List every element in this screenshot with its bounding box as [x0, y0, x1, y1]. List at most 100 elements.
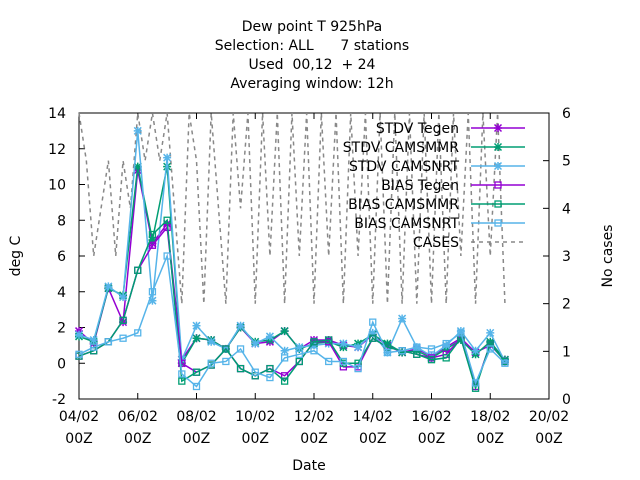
legend: STDV Tegen STDV CAMSMMR STDV CAMSNRT BIAS T…: [343, 121, 525, 251]
x-tick-label-date: 10/02: [235, 409, 275, 425]
x-tick-label-date: 18/02: [470, 409, 510, 425]
y-tick-label: 8: [57, 213, 66, 229]
data-point: [222, 357, 230, 366]
legend-marker: [494, 200, 502, 208]
data-point: [89, 335, 98, 345]
data-point: [104, 282, 113, 291]
x-tick-label-hour: 00Z: [242, 431, 269, 447]
data-point: [148, 230, 157, 239]
legend-label: BIAS CAMSNRT: [354, 216, 459, 232]
data-point: [104, 338, 113, 346]
data-point: [295, 357, 303, 366]
data-point: [251, 368, 259, 376]
y-tick-label: 4: [57, 285, 66, 301]
legend-marker: [494, 181, 502, 189]
x-tick-label-date: 14/02: [353, 409, 393, 425]
data-point: [442, 354, 450, 362]
title-line: Used 00,12 + 24: [249, 57, 376, 73]
data-point: [427, 356, 436, 364]
x-axis-label: Date: [292, 458, 325, 474]
cases-line: [78, 112, 506, 304]
data-point: [236, 364, 245, 373]
y-tick-label: 0: [57, 356, 66, 372]
data-series: [74, 126, 509, 392]
data-point: [295, 343, 304, 352]
legend-label: STDV CAMSMMR: [343, 140, 459, 156]
x-tick-label-hour: 00Z: [535, 431, 562, 447]
legend-marker: [493, 123, 503, 133]
data-point: [486, 328, 495, 337]
y2-tick-label: 4: [562, 201, 571, 217]
y-tick-label: 6: [57, 249, 66, 265]
data-point: [192, 334, 201, 343]
data-point: [280, 327, 289, 336]
data-point: [280, 377, 289, 385]
data-point: [148, 288, 157, 296]
y-tick-label: 10: [48, 178, 66, 194]
x-tick-label-hour: 00Z: [418, 431, 445, 447]
series-line: [78, 253, 506, 388]
y2-tick-label: 5: [562, 154, 571, 170]
y-tick-label: 14: [48, 106, 66, 122]
x-tick-label-date: 08/02: [176, 409, 216, 425]
data-point: [192, 321, 201, 330]
data-point: [134, 329, 142, 337]
x-tick-label-hour: 00Z: [300, 431, 327, 447]
data-point: [222, 345, 230, 353]
data-point: [369, 334, 377, 342]
x-tick-label-date: 06/02: [118, 409, 158, 425]
y-tick-label: 2: [57, 321, 66, 337]
data-point: [383, 348, 392, 357]
chart-title: Dew point T 925hPa Selection: ALL 7 stati…: [215, 19, 409, 92]
data-point: [339, 357, 348, 366]
data-point: [310, 347, 318, 355]
x-tick-label-hour: 00Z: [183, 431, 210, 447]
x-tick-label-hour: 00Z: [65, 431, 92, 447]
data-point: [207, 359, 215, 367]
data-point: [339, 339, 348, 348]
data-point: [163, 216, 171, 224]
data-point: [119, 334, 127, 342]
legend-marker: [494, 219, 502, 227]
y2-axis-label: No cases: [600, 225, 616, 288]
data-point: [163, 153, 172, 162]
data-point: [413, 343, 421, 351]
data-point: [457, 329, 465, 337]
data-point: [236, 345, 245, 353]
data-point: [207, 337, 216, 346]
data-point: [192, 382, 201, 391]
axis-ticks: -202468101214012345604/0200Z06/0200Z08/0…: [48, 106, 571, 447]
data-point: [148, 241, 157, 249]
data-point: [178, 370, 186, 378]
data-point: [280, 346, 289, 355]
legend-label: CASES: [413, 235, 459, 251]
x-tick-label-date: 04/02: [59, 409, 99, 425]
legend-label: BIAS CAMSMMR: [348, 197, 459, 213]
data-point: [178, 359, 186, 367]
legend-label: BIAS Tegen: [381, 178, 459, 194]
data-point: [119, 293, 128, 302]
data-point: [236, 321, 245, 330]
data-point: [325, 336, 333, 344]
y2-tick-label: 0: [562, 392, 571, 408]
x-tick-label-hour: 00Z: [477, 431, 504, 447]
data-point: [119, 316, 127, 325]
data-point: [398, 347, 406, 355]
data-point: [90, 343, 98, 351]
x-tick-label-date: 16/02: [411, 409, 451, 425]
data-point: [442, 339, 450, 348]
title-line: Selection: ALL 7 stations: [215, 38, 409, 54]
cases-series: [78, 112, 506, 304]
data-point: [266, 373, 274, 382]
data-point: [178, 377, 186, 385]
data-point: [163, 252, 171, 260]
series-line: [78, 225, 506, 389]
data-point: [280, 354, 289, 362]
data-point: [251, 339, 260, 348]
y2-tick-label: 2: [562, 297, 571, 313]
data-point: [471, 379, 480, 387]
title-line: Averaging window: 12h: [230, 76, 393, 92]
data-point: [192, 368, 201, 376]
data-point: [413, 350, 421, 358]
